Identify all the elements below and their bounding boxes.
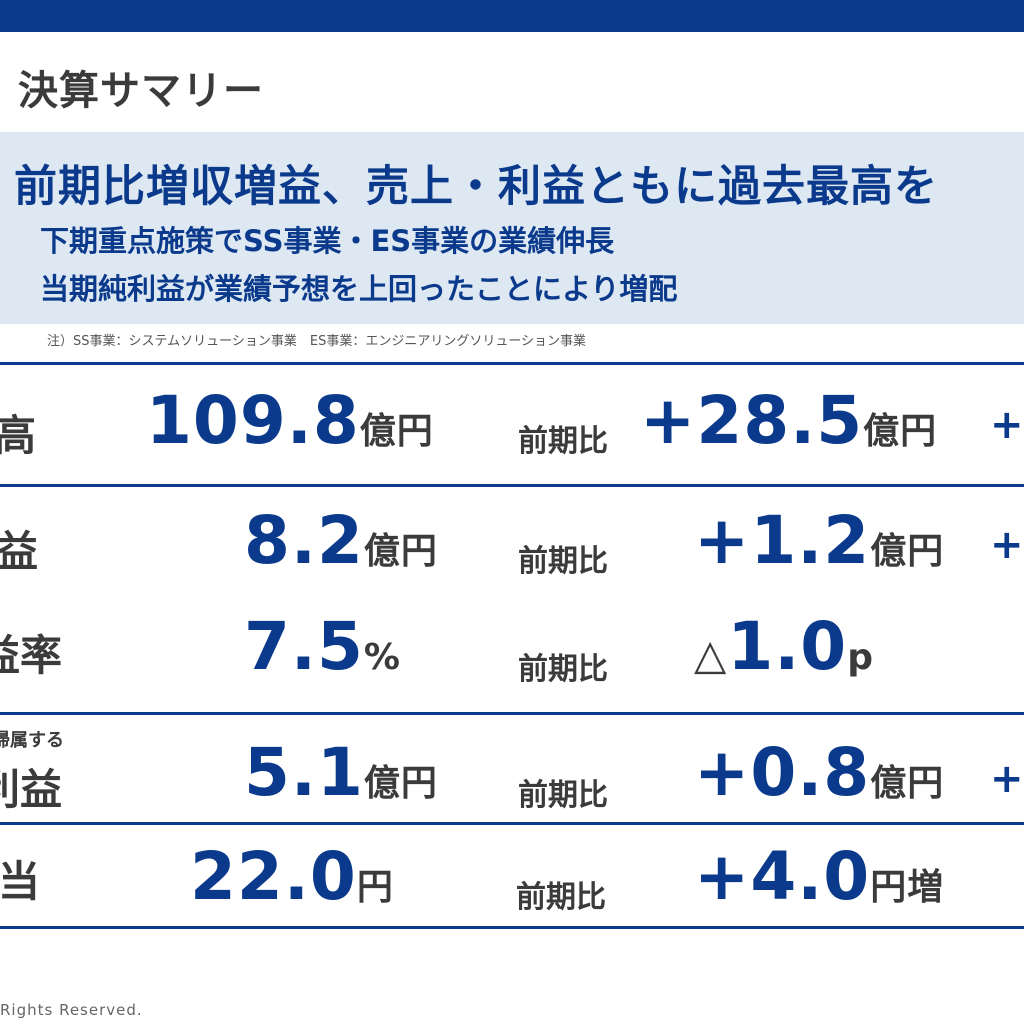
trailing-sign: + xyxy=(990,402,1024,448)
banner-sub-2: 当期純利益が業績予想を上回ったことにより増配 xyxy=(40,272,678,306)
metric-label: 益率 xyxy=(0,631,63,680)
metric-label: 当 xyxy=(0,857,41,906)
compare-label: 前期比 xyxy=(516,880,606,915)
metric-row-sales: 高 109.8億円 前期比 +28.5億円 + xyxy=(0,372,1024,482)
compare-label: 前期比 xyxy=(518,544,608,579)
metric-label: 高 xyxy=(0,411,37,460)
divider xyxy=(0,362,1024,365)
top-bar xyxy=(0,0,1024,32)
compare-label: 前期比 xyxy=(518,652,608,687)
summary-banner: 前期比増収増益、売上・利益ともに過去最高を 下期重点施策でSS事業・ES事業の業… xyxy=(0,132,1024,324)
banner-sub-1: 下期重点施策でSS事業・ES事業の業績伸長 xyxy=(40,224,615,258)
metric-value: 8.2億円 xyxy=(244,502,438,579)
trailing-sign: + xyxy=(990,756,1024,802)
metric-value: 22.0円 xyxy=(190,838,394,915)
page-title: 決算サマリー xyxy=(18,68,264,114)
copyright: Rights Reserved. xyxy=(0,1001,143,1019)
compare-label: 前期比 xyxy=(518,778,608,813)
compare-value: +0.8億円 xyxy=(694,734,945,811)
metric-label: 利益 xyxy=(0,765,63,814)
trailing-sign: + xyxy=(990,522,1024,568)
compare-value: +4.0円増 xyxy=(694,838,945,915)
footnote: 注）SS事業：システムソリューション事業 ES事業：エンジニアリングソリューショ… xyxy=(47,334,587,349)
metric-label-small: 帰属する xyxy=(0,730,64,751)
divider xyxy=(0,712,1024,715)
compare-value: +28.5億円 xyxy=(640,382,938,459)
metric-value: 5.1億円 xyxy=(244,734,438,811)
metric-row-operating-profit: 益 8.2億円 前期比 +1.2億円 + xyxy=(0,492,1024,602)
compare-value: +1.2億円 xyxy=(694,502,945,579)
metric-row-operating-margin: 益率 7.5% 前期比 △1.0p xyxy=(0,602,1024,712)
metric-row-dividend: 当 22.0円 前期比 +4.0円増 xyxy=(0,830,1024,940)
divider xyxy=(0,926,1024,929)
metric-label: 益 xyxy=(0,527,39,576)
divider xyxy=(0,822,1024,825)
divider xyxy=(0,484,1024,487)
banner-headline: 前期比増収増益、売上・利益ともに過去最高を xyxy=(14,162,938,212)
metric-value: 109.8億円 xyxy=(146,382,434,459)
compare-label: 前期比 xyxy=(518,424,608,459)
compare-value: △1.0p xyxy=(694,608,875,685)
metric-value: 7.5% xyxy=(244,608,401,685)
metric-row-net-income: 帰属する 利益 5.1億円 前期比 +0.8億円 + xyxy=(0,720,1024,830)
